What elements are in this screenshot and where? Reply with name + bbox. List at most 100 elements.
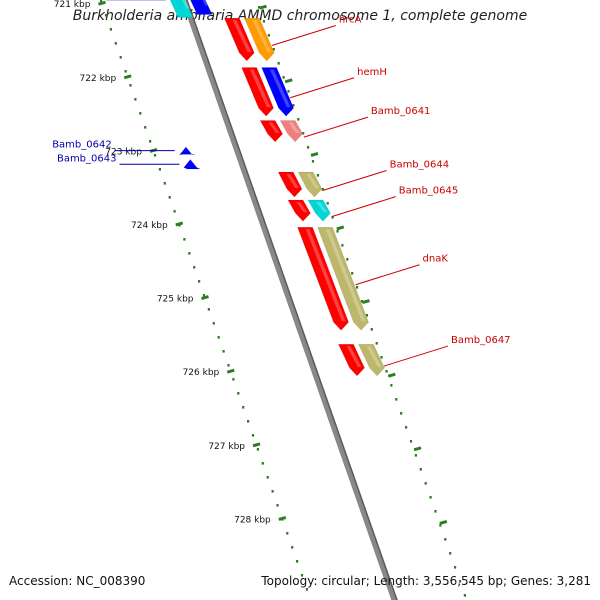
scale-dot: [296, 560, 299, 563]
label-Bamb_0644[interactable]: Bamb_0644: [390, 160, 450, 171]
scale-dot: [271, 490, 274, 493]
gene-highlight-Bamb_0641: [268, 122, 280, 133]
gene-highlight-Bamb_0641_track: [288, 122, 300, 133]
gene-highlight-Bamb_0642: [186, 145, 193, 149]
scale-dot: [287, 90, 290, 93]
gene-Bamb_0644_track[interactable]: [297, 171, 323, 198]
gene-hemH_track[interactable]: [261, 67, 294, 117]
scale-dot: [454, 566, 457, 569]
gene-highlight-Bamb_0645: [296, 201, 308, 213]
scale-dot: [144, 126, 147, 129]
gene-highlight-ppnK: [182, 0, 191, 9]
scale-dot: [119, 56, 122, 59]
scale-dot: [375, 342, 378, 345]
gene-hrcA[interactable]: [223, 17, 255, 62]
scale-dot: [114, 42, 117, 45]
gene-highlight-hrcA: [232, 20, 252, 52]
scale-dot: [429, 496, 432, 499]
scale-dot: [232, 378, 235, 381]
scale-dot: [202, 294, 206, 297]
scale-dot: [277, 62, 280, 65]
scale-dot: [291, 546, 294, 549]
scale-dot: [360, 300, 364, 303]
scale-dot: [311, 160, 315, 163]
scale-dot: [104, 14, 108, 17]
label-Bamb_0643[interactable]: Bamb_0643: [57, 153, 117, 164]
scale-tick-outer-725: [362, 299, 370, 305]
gene-Bamb_0642[interactable]: [178, 146, 196, 156]
scale-dot: [326, 202, 329, 205]
scale-dot: [331, 216, 334, 219]
scale-dot: [173, 210, 176, 213]
leader-Bamb_0647: [383, 345, 449, 367]
gene-hemH[interactable]: [241, 67, 274, 117]
gene-Bamb_0644[interactable]: [277, 171, 303, 198]
scale-dot: [405, 426, 408, 429]
gene-hrcA_track[interactable]: [243, 17, 275, 62]
scale-dot: [247, 420, 250, 423]
scale-dot: [370, 328, 373, 331]
label-hrcA[interactable]: hrcA: [339, 15, 362, 26]
gene-Bamb_0645_track[interactable]: [307, 199, 331, 222]
scale-dot: [316, 174, 319, 177]
gene-features[interactable]: [166, 0, 385, 377]
scale-dot: [262, 20, 266, 23]
gene-Bamb_0641[interactable]: [259, 120, 283, 143]
gene-Bamb_0641_track[interactable]: [279, 120, 303, 143]
scale-tick-727: [252, 442, 261, 448]
scale-dot: [198, 280, 201, 283]
scale-tick-outer-721: [259, 4, 267, 10]
scale-dot: [414, 454, 417, 457]
gene-ppnK[interactable]: [166, 0, 194, 18]
scale-dot: [266, 476, 269, 479]
scale-dot: [134, 98, 137, 101]
scale-dot: [292, 104, 295, 107]
gene-Bamb_0647[interactable]: [338, 343, 365, 377]
gene-ppnK_assoc[interactable]: [185, 0, 213, 15]
scale-dot: [207, 308, 210, 311]
gene-dnaK_track[interactable]: [317, 226, 369, 331]
label-hemH[interactable]: hemH: [357, 67, 387, 78]
scale-dot: [222, 350, 225, 353]
label-Bamb_0647[interactable]: Bamb_0647: [451, 335, 511, 346]
backbone-line: [181, 0, 397, 600]
scale-dot: [434, 510, 437, 513]
scale-tick-outer-724: [336, 225, 345, 231]
gene-dnaK[interactable]: [297, 226, 349, 331]
scale-tick-722: [123, 74, 132, 80]
scale-dot: [341, 244, 344, 247]
scale-dot: [385, 370, 388, 373]
gene-highlight-Bamb_0643: [190, 160, 198, 162]
scale-dot: [395, 398, 398, 401]
gene-highlight-Bamb_0647_track: [366, 346, 382, 367]
scale-tick-725: [201, 295, 209, 301]
scale-tick-721: [98, 0, 106, 6]
scale-dot: [124, 70, 127, 73]
label-Bamb_0641[interactable]: Bamb_0641: [371, 106, 431, 117]
scale-tick-outer-727: [413, 446, 422, 452]
scale-dot: [100, 0, 103, 3]
scale-dot: [409, 440, 413, 443]
gene-Bamb_0645[interactable]: [287, 199, 311, 222]
genome-summary-text: Topology: circular; Length: 3,556,545 bp…: [261, 574, 591, 588]
gene-Bamb_0647_track[interactable]: [358, 343, 385, 377]
scale-dot: [297, 118, 300, 121]
gene-Bamb_0643[interactable]: [183, 159, 201, 170]
scale-dot: [217, 336, 220, 339]
scale-tick-label-723: 723 kbp: [105, 147, 142, 157]
scale-tick-label-724: 724 kbp: [131, 221, 168, 231]
scale-dot: [109, 28, 112, 31]
scale-dot: [276, 504, 279, 507]
gene-highlight-hemH_track: [269, 69, 291, 108]
scale-dot: [419, 468, 422, 471]
label-Bamb_0645[interactable]: Bamb_0645: [399, 186, 459, 197]
scale-tick-label-725: 725 kbp: [157, 295, 194, 305]
scale-dot: [390, 384, 393, 387]
scale-tick-label-722: 722 kbp: [80, 74, 117, 84]
gene-highlight-ppnK_assoc: [202, 0, 210, 6]
scale-dot: [449, 552, 452, 555]
label-Bamb_0642[interactable]: Bamb_0642: [52, 140, 112, 151]
scale-dot: [183, 238, 186, 241]
label-dnaK[interactable]: dnaK: [423, 254, 449, 265]
